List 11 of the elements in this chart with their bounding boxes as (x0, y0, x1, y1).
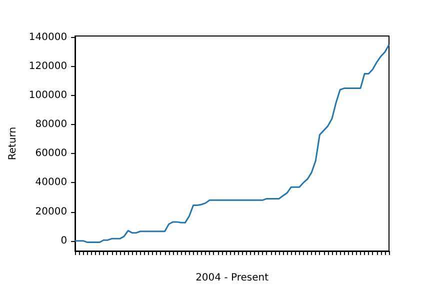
x-axis-title: 2004 - Present (196, 272, 269, 284)
y-tick-label: 80000 (35, 119, 68, 130)
y-tick-label: 120000 (28, 61, 68, 72)
y-tick-label: 20000 (35, 206, 68, 218)
y-tick-label: 40000 (35, 177, 68, 188)
y-tick-label: 0 (60, 235, 68, 246)
y-tick-label: 140000 (28, 32, 68, 43)
y-axis-title: Return (8, 126, 18, 160)
y-tick-label: 100000 (28, 90, 68, 102)
line-series (74, 44, 390, 244)
y-tick-label: 60000 (35, 148, 68, 160)
